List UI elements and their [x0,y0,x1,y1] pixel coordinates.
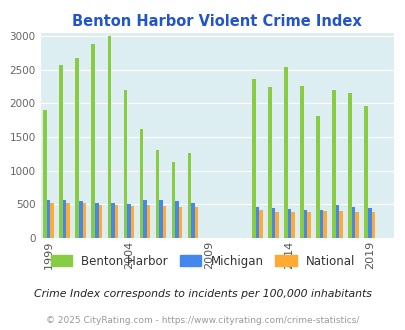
Bar [315,116,319,238]
Bar [171,162,175,238]
Bar [252,79,255,238]
Bar [354,212,358,238]
Bar [63,200,66,238]
Bar [287,209,290,238]
Bar [271,208,275,238]
Bar [178,207,182,238]
Bar [290,213,294,238]
Bar [59,65,63,238]
Bar [267,87,271,238]
Bar [188,153,191,238]
Text: © 2025 CityRating.com - https://www.cityrating.com/crime-statistics/: © 2025 CityRating.com - https://www.city… [46,316,359,325]
Bar [339,211,342,238]
Bar [50,203,54,238]
Bar [347,93,351,238]
Bar [43,110,47,238]
Bar [146,205,150,238]
Bar [127,204,130,238]
Bar [95,203,98,238]
Bar [156,150,159,238]
Bar [75,58,79,238]
Title: Benton Harbor Violent Crime Index: Benton Harbor Violent Crime Index [72,14,361,29]
Bar [91,45,95,238]
Bar [299,86,303,238]
Bar [258,210,262,238]
Bar [371,212,374,238]
Bar [143,200,146,238]
Bar [139,129,143,238]
Legend: Benton Harbor, Michigan, National: Benton Harbor, Michigan, National [46,250,359,273]
Bar [303,210,307,238]
Bar [98,205,102,238]
Bar [364,106,367,238]
Bar [130,206,134,238]
Bar [322,211,326,238]
Bar [275,212,278,238]
Bar [159,200,162,238]
Bar [123,90,127,238]
Bar [111,203,114,238]
Bar [79,201,82,238]
Bar [162,206,166,238]
Bar [47,200,50,238]
Bar [335,205,339,238]
Bar [114,205,118,238]
Bar [191,203,194,238]
Bar [107,36,111,238]
Bar [332,90,335,238]
Bar [307,212,310,238]
Bar [367,208,371,238]
Bar [82,203,86,238]
Bar [194,208,198,238]
Text: Crime Index corresponds to incidents per 100,000 inhabitants: Crime Index corresponds to incidents per… [34,289,371,299]
Bar [255,208,258,238]
Bar [175,201,178,238]
Bar [284,67,287,238]
Bar [351,208,354,238]
Bar [319,210,322,238]
Bar [66,203,70,238]
